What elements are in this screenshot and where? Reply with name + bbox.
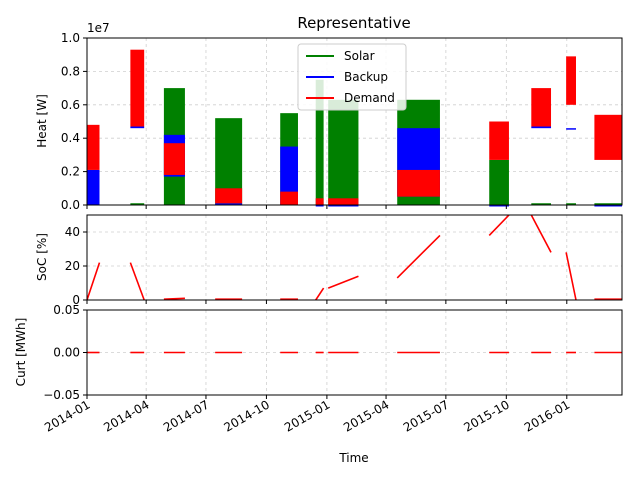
x-tick-label: 2015-07 <box>401 397 451 434</box>
y-tick-label: 0 <box>72 293 80 307</box>
panel-1: 0 20 40 <box>65 214 623 307</box>
backup-bar <box>215 203 243 205</box>
soc-line-segment <box>129 262 145 301</box>
backup-bar <box>489 205 509 207</box>
heat-exponent-label: 1e7 <box>87 21 110 35</box>
x-tick-label-group: 2014-10 <box>222 397 272 434</box>
y-tick-label: 1.0 <box>61 31 80 45</box>
x-tick-label-group: 2015-10 <box>461 397 511 434</box>
legend-label: Solar <box>344 49 375 63</box>
x-tick-label: 2015-10 <box>461 397 511 434</box>
y-tick-label: 0.00 <box>53 346 80 360</box>
legend-box <box>297 43 407 111</box>
backup-bar <box>328 205 359 207</box>
x-tick-label-group: 2014-07 <box>161 397 211 434</box>
backup-bar <box>594 205 622 207</box>
soc-line-segment <box>86 262 101 301</box>
panel-frame <box>86 37 623 206</box>
demand-bar <box>163 143 185 175</box>
panel-frame <box>86 214 623 301</box>
chart-title: Representative <box>297 14 410 32</box>
backup-bar <box>280 146 298 205</box>
x-tick-label: 2014-10 <box>222 397 272 434</box>
demand-bar <box>531 88 552 127</box>
y-tick-label: 20 <box>65 259 80 273</box>
backup-bar <box>315 205 324 207</box>
backup-bar <box>130 126 145 129</box>
panel-2: −0.05 0.00 0.05 <box>43 303 623 402</box>
x-tick-label-group: 2014-01 <box>42 397 92 434</box>
y-tick-label: −0.05 <box>43 388 80 402</box>
soc-line-segment <box>163 297 185 300</box>
chart-legend: Solar Backup Demand <box>297 43 407 111</box>
panel-background <box>87 215 622 300</box>
demand-bar <box>328 198 359 205</box>
soc-line-segment <box>315 287 325 301</box>
soc-line-segment <box>530 214 552 253</box>
y-tick-label: 0.0 <box>61 198 80 212</box>
x-tick-label: 2016-01 <box>522 397 572 434</box>
solar-bar <box>315 79 324 205</box>
x-tick-label-group: 2015-07 <box>401 397 451 434</box>
backup-bar <box>87 169 100 205</box>
x-axis-label: Time <box>338 451 368 465</box>
backup-bar <box>531 126 552 129</box>
legend-label: Demand <box>344 91 395 105</box>
soc-ylabel: SoC [%] <box>35 233 49 281</box>
demand-bar <box>215 188 243 204</box>
soc-line-segment <box>396 234 441 279</box>
demand-bar <box>87 124 100 170</box>
x-tick-label-group: 2015-01 <box>282 397 332 434</box>
heat-ylabel: Heat [W] <box>35 94 49 148</box>
demand-bar <box>566 56 576 105</box>
curt-ylabel: Curt [MWh] <box>14 318 28 387</box>
demand-bar <box>315 198 324 205</box>
y-tick-label: 0.4 <box>61 131 80 145</box>
demand-bar <box>594 114 622 160</box>
soc-line-segment <box>488 214 510 236</box>
demand-bar <box>280 191 298 205</box>
y-tick-label: 0.8 <box>61 64 80 78</box>
solar-bar <box>328 99 359 205</box>
y-tick-label: 0.2 <box>61 165 80 179</box>
solar-bar <box>489 159 509 205</box>
x-tick-label-group: 2016-01 <box>522 397 572 434</box>
x-tick-label: 2015-01 <box>282 397 332 434</box>
demand-bar <box>130 49 145 127</box>
demand-bar <box>489 121 509 160</box>
backup-bar <box>566 128 576 130</box>
soc-line-segment <box>327 275 359 289</box>
panel-frame <box>86 309 623 396</box>
y-tick-label: 0.6 <box>61 98 80 112</box>
x-tick-label-group: 2015-04 <box>341 397 391 434</box>
soc-line-segment <box>565 252 577 301</box>
y-tick-label: 0.05 <box>53 303 80 317</box>
x-tick-label: 2015-04 <box>341 397 391 434</box>
y-tick-label: 40 <box>65 225 80 239</box>
x-tick-label: 2014-04 <box>101 397 151 434</box>
x-tick-label: 2014-01 <box>42 397 92 434</box>
x-tick-label-group: 2014-04 <box>101 397 151 434</box>
legend-label: Backup <box>344 70 388 84</box>
demand-bar <box>397 169 440 197</box>
x-tick-label: 2014-07 <box>161 397 211 434</box>
